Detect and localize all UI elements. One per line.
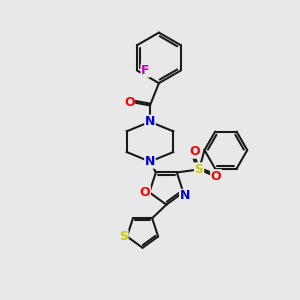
Text: O: O bbox=[140, 186, 150, 199]
Text: S: S bbox=[195, 163, 204, 176]
Text: O: O bbox=[211, 170, 221, 183]
Text: N: N bbox=[145, 155, 155, 168]
Text: N: N bbox=[180, 189, 190, 203]
Text: S: S bbox=[119, 230, 128, 243]
Text: F: F bbox=[141, 64, 150, 77]
Text: O: O bbox=[124, 96, 134, 109]
Text: O: O bbox=[189, 145, 200, 158]
Text: N: N bbox=[145, 115, 155, 128]
